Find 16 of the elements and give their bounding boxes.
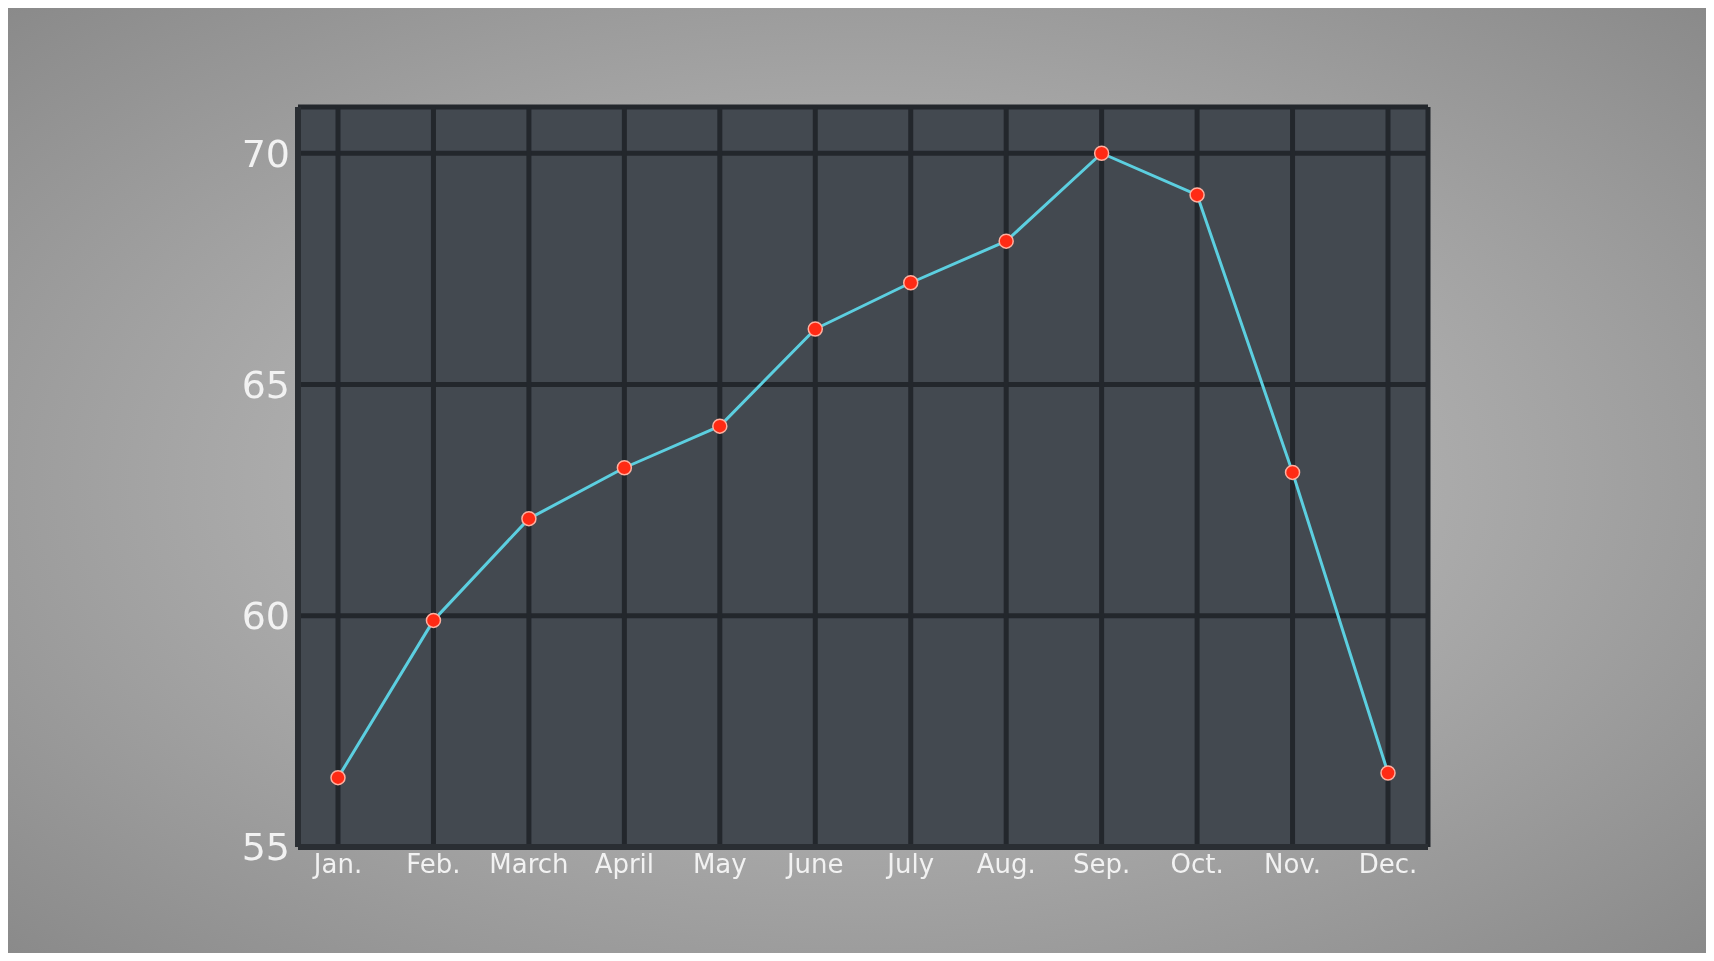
y-tick-label: 70 — [241, 131, 290, 176]
x-tick-label: April — [594, 849, 655, 880]
x-tick-label: Feb. — [406, 849, 461, 880]
x-tick-label: Aug. — [976, 849, 1036, 880]
x-tick-label: Nov. — [1264, 849, 1322, 880]
x-tick-label: Sep. — [1073, 849, 1131, 880]
x-tick-label: June — [784, 849, 844, 880]
x-tick-label: Jan. — [311, 849, 363, 880]
y-tick-label: 60 — [241, 594, 290, 639]
x-tick-label: March — [489, 849, 569, 880]
y-tick-label: 55 — [241, 825, 290, 870]
y-tick-label: 65 — [241, 362, 290, 407]
x-tick-label: Dec. — [1358, 849, 1418, 880]
x-tick-label: July — [885, 849, 935, 880]
x-tick-label: Oct. — [1170, 849, 1224, 880]
x-tick-label: May — [692, 849, 747, 880]
